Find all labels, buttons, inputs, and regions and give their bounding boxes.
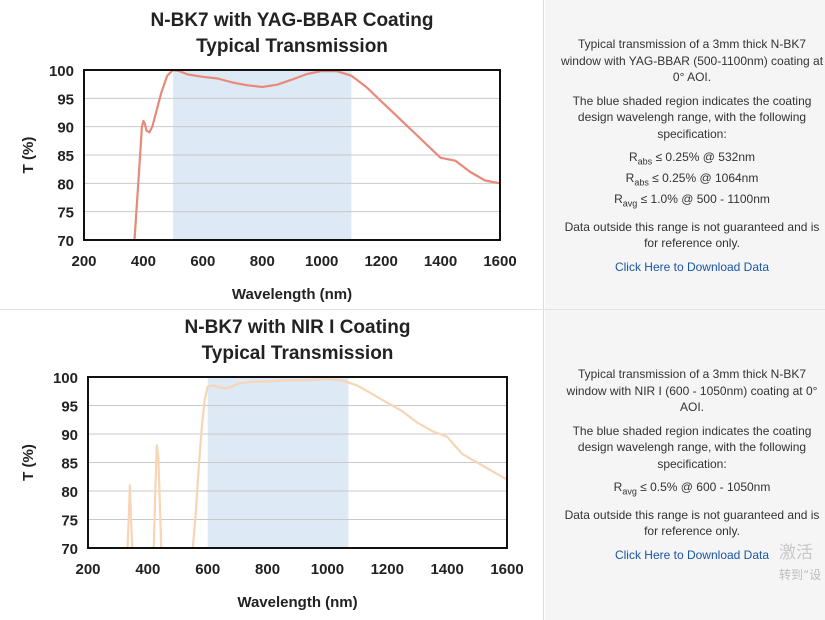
plot-frame — [83, 69, 501, 241]
x-tick-label: 600 — [195, 561, 220, 578]
spec-line: Ravg ≤ 1.0% @ 500 - 1100nm — [557, 191, 825, 212]
x-tick-label: 1400 — [424, 253, 457, 270]
x-tick-label: 600 — [190, 253, 215, 270]
x-tick-label: 1000 — [305, 253, 338, 270]
spec-subscript: avg — [622, 198, 638, 209]
disclaimer: Data outside this range is not guarantee… — [564, 219, 820, 251]
spec-line: Rabs ≤ 0.25% @ 532nm — [557, 149, 825, 170]
chart-nir-i: N-BK7 with NIR I Coating Typical Transmis… — [20, 317, 524, 611]
x-tick-label: 400 — [135, 561, 160, 578]
y-tick-label: 100 — [53, 370, 78, 387]
y-axis-label: T (%) — [20, 444, 37, 481]
y-tick-label: 80 — [57, 176, 74, 193]
panel-yag-bbar: N-BK7 with YAG-BBAR Coating Typical Trans… — [0, 0, 825, 310]
chart-title: Typical Transmission — [196, 36, 388, 57]
x-tick-label: 1400 — [430, 561, 463, 578]
spec-symbol: R — [625, 170, 635, 185]
shaded-note: The blue shaded region indicates the coa… — [572, 423, 812, 471]
y-tick-label: 95 — [57, 91, 74, 108]
y-tick-label: 85 — [61, 456, 78, 473]
y-tick-label: 80 — [61, 484, 78, 501]
spec-subscript: abs — [634, 177, 649, 188]
description: Typical transmission of a 3mm thick N-BK… — [560, 37, 824, 84]
y-axis-label: T (%) — [20, 137, 37, 174]
x-tick-label: 200 — [75, 561, 100, 578]
spec-subscript: avg — [622, 486, 637, 497]
y-tick-label: 70 — [61, 541, 78, 558]
spec-text: ≤ 0.25% @ 1064nm — [648, 170, 759, 185]
shaded-note: The blue shaded region indicates the coa… — [572, 93, 812, 141]
y-tick-label: 75 — [61, 513, 78, 530]
x-axis-label: Wavelength (nm) — [232, 286, 352, 303]
x-tick-label: 800 — [255, 561, 280, 578]
transmission-curve — [133, 68, 502, 242]
os-activation-watermark: 激活 转到“设 — [779, 543, 822, 582]
spec-line: Ravg ≤ 0.5% @ 600 - 1050nm — [557, 479, 825, 500]
spec-symbol: R — [614, 191, 623, 206]
y-tick-label: 90 — [57, 120, 74, 137]
x-tick-label: 1200 — [364, 253, 397, 270]
spec-subscript: abs — [637, 156, 653, 167]
info-cell-yag-bbar: Typical transmission of a 3mm thick N-BK… — [545, 0, 825, 309]
y-tick-label: 90 — [61, 427, 78, 444]
panel-nir-i: N-BK7 with NIR I Coating Typical Transmis… — [0, 310, 825, 620]
x-axis-label: Wavelength (nm) — [237, 594, 357, 611]
spec-text: ≤ 1.0% @ 500 - 1100nm — [637, 191, 770, 206]
info-text-yag-bbar: Typical transmission of a 3mm thick N-BK… — [557, 36, 825, 282]
chart-title: N-BK7 with YAG-BBAR Coating — [151, 10, 434, 31]
description: Typical transmission of a 3mm thick N-BK… — [566, 367, 818, 414]
y-tick-label: 75 — [57, 205, 74, 222]
spec-line: Rabs ≤ 0.25% @ 1064nm — [557, 170, 825, 191]
y-tick-label: 85 — [57, 148, 74, 165]
y-tick-label: 95 — [61, 399, 78, 416]
x-tick-label: 1200 — [371, 561, 404, 578]
chart-cell-yag-bbar: N-BK7 with YAG-BBAR Coating Typical Trans… — [0, 0, 544, 309]
chart-title: N-BK7 with NIR I Coating — [185, 317, 411, 338]
x-tick-label: 200 — [71, 253, 96, 270]
download-data-link[interactable]: Click Here to Download Data — [614, 547, 770, 562]
transmission-curve — [126, 484, 134, 550]
x-tick-label: 400 — [131, 253, 156, 270]
x-tick-label: 1000 — [311, 561, 344, 578]
spec-symbol: R — [613, 480, 623, 494]
disclaimer: Data outside this range is not guarantee… — [564, 507, 820, 539]
x-tick-label: 1600 — [483, 253, 516, 270]
info-cell-nir-i: Typical transmission of a 3mm thick N-BK… — [545, 310, 825, 620]
transmission-curve — [191, 378, 509, 550]
chart-yag-bbar: N-BK7 with YAG-BBAR Coating Typical Trans… — [20, 10, 517, 303]
spec-list: Rabs ≤ 0.25% @ 532nm Rabs ≤ 0.25% @ 1064n… — [557, 149, 825, 212]
chart-cell-nir-i: N-BK7 with NIR I Coating Typical Transmis… — [0, 310, 544, 620]
spec-list: Ravg ≤ 0.5% @ 600 - 1050nm — [557, 479, 825, 500]
download-data-link[interactable]: Click Here to Download Data — [614, 259, 770, 274]
spec-text: ≤ 0.25% @ 532nm — [652, 150, 756, 164]
spec-symbol: R — [628, 150, 638, 164]
chart-title: Typical Transmission — [202, 343, 394, 364]
x-tick-label: 1600 — [490, 561, 523, 578]
x-tick-label: 800 — [250, 253, 275, 270]
transmission-curve — [152, 444, 163, 550]
spec-text: ≤ 0.5% @ 600 - 1050nm — [636, 480, 771, 494]
y-tick-label: 70 — [57, 233, 74, 250]
y-tick-label: 100 — [49, 63, 74, 80]
info-text-nir-i: Typical transmission of a 3mm thick N-BK… — [557, 366, 825, 570]
plot-frame — [87, 376, 508, 549]
